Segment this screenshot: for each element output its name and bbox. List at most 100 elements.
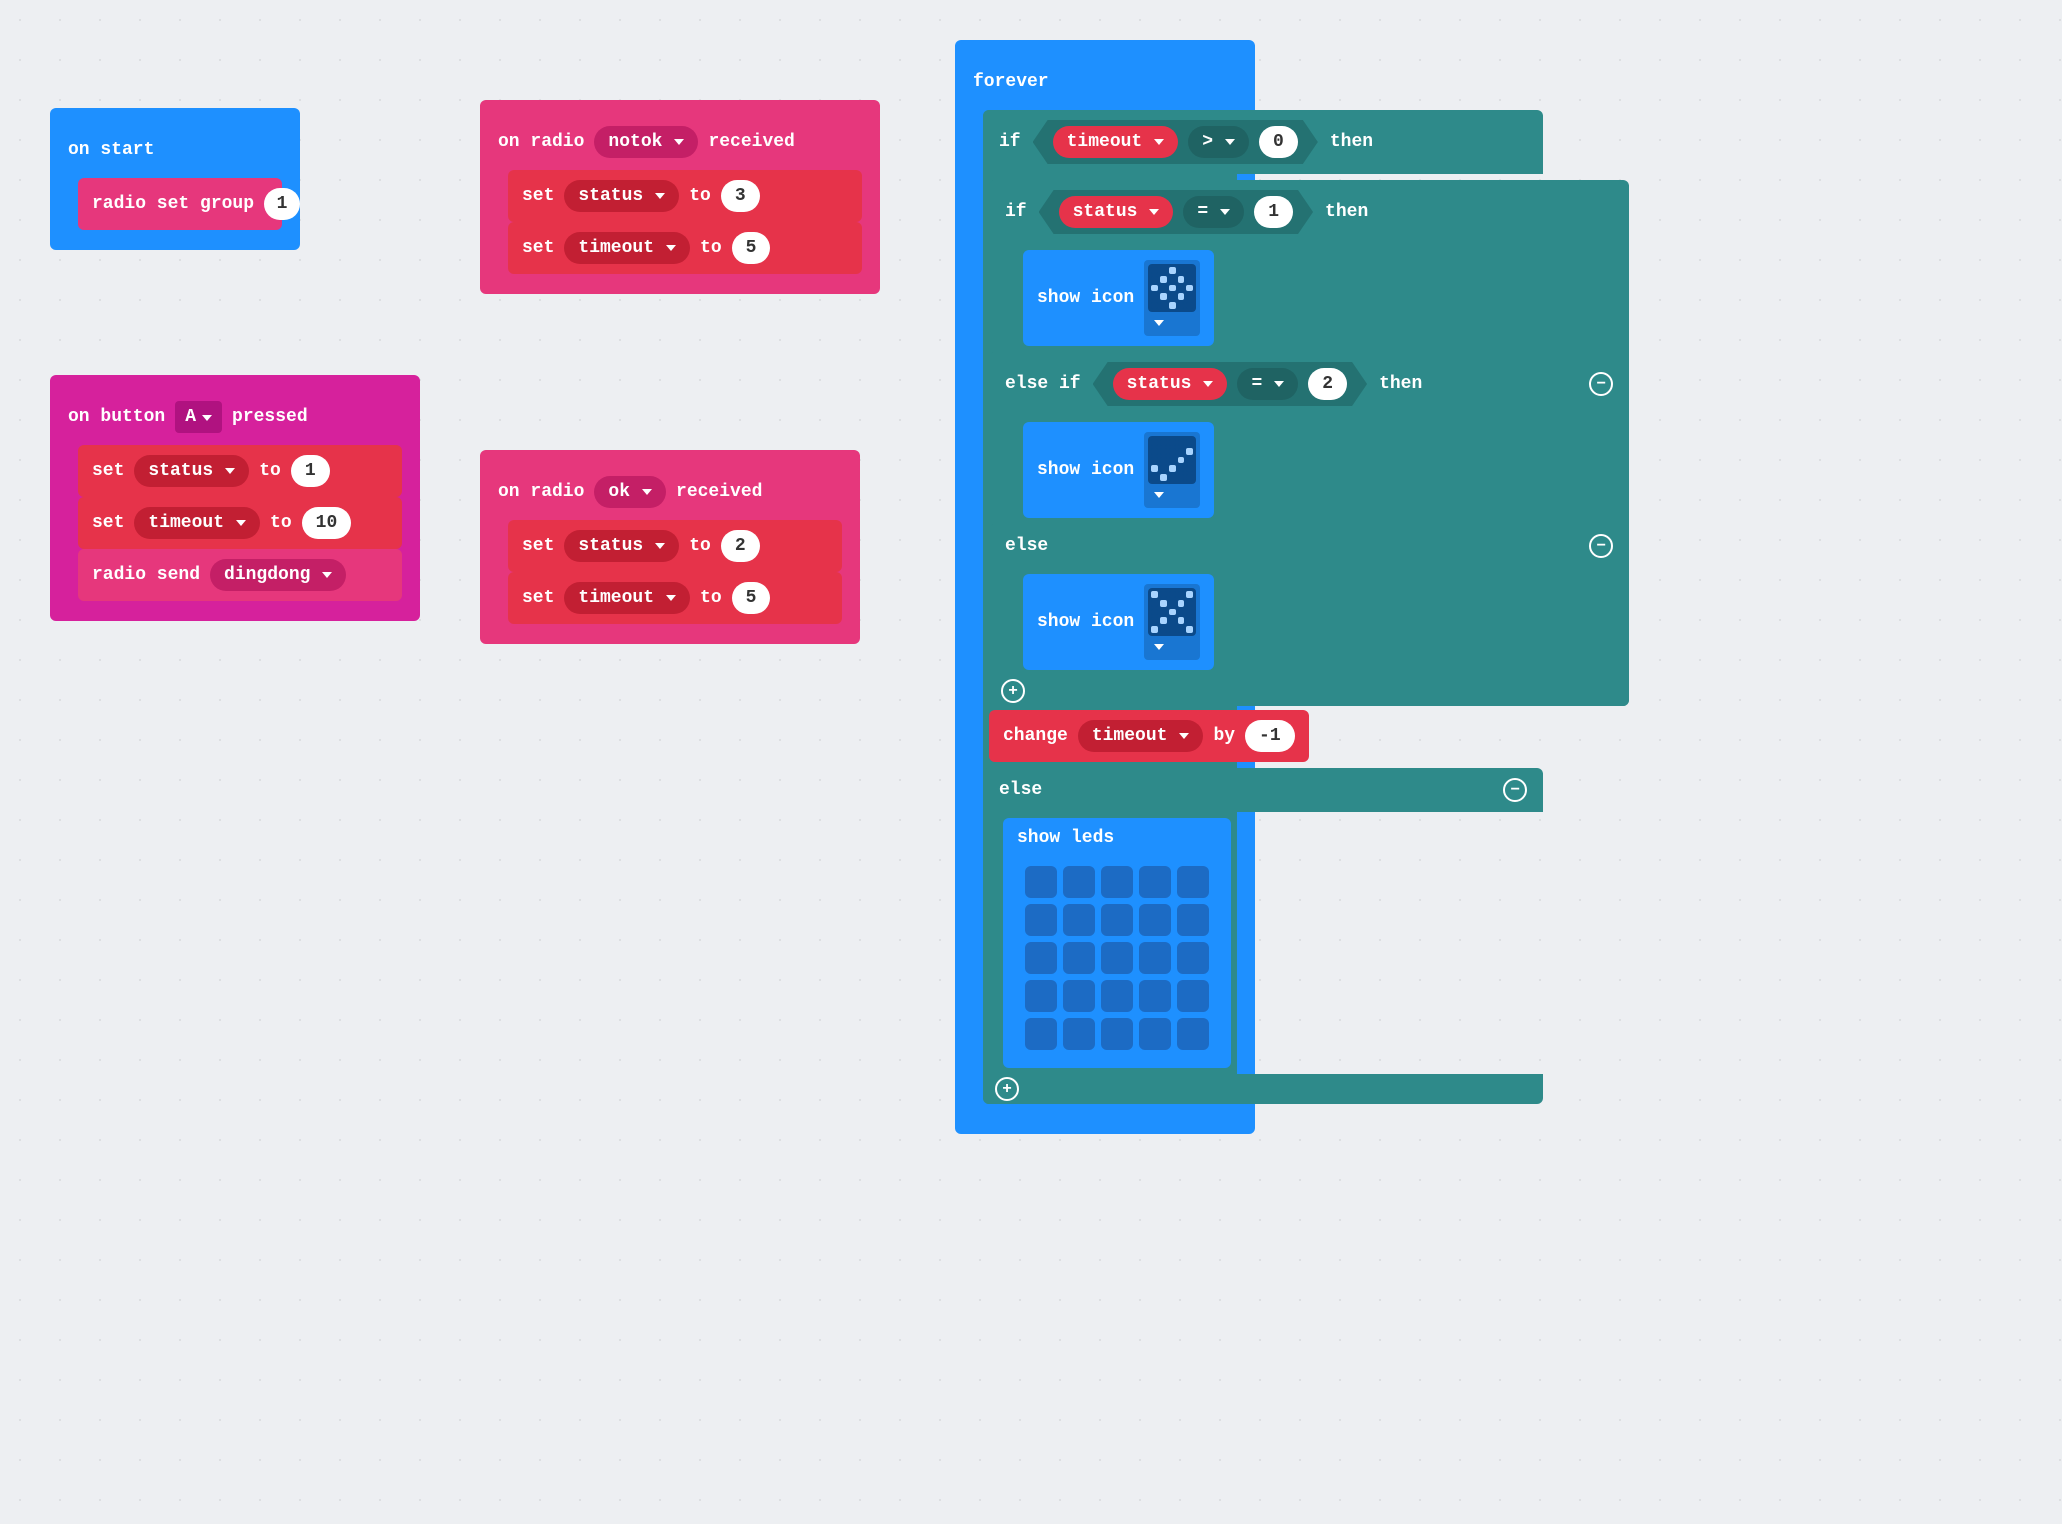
set-lbl-o2: set	[522, 588, 554, 608]
show-icon-lbl-1: show icon	[1037, 288, 1134, 308]
icon-dropdown-1[interactable]	[1144, 260, 1200, 336]
cond-inner-1[interactable]: status = 1	[1039, 190, 1313, 234]
plus-icon[interactable]: +	[1001, 679, 1025, 703]
on-start-label: on start	[68, 140, 154, 160]
if-outer[interactable]: if timeout > 0 then if status =	[983, 110, 1237, 1104]
on-button-block[interactable]: on button A pressed set status to 1 set …	[50, 375, 420, 621]
cond-op-gt[interactable]: >	[1188, 126, 1249, 158]
var-status-dropdown[interactable]: status	[134, 455, 249, 487]
on-radio-ok-block[interactable]: on radio ok received set status to 2 set…	[480, 450, 860, 644]
radio-send-label: radio send	[92, 565, 200, 585]
show-icon-2[interactable]: show icon	[1023, 422, 1214, 518]
icon-dropdown-3[interactable]	[1144, 584, 1200, 660]
radio-send-value[interactable]: dingdong	[210, 559, 346, 591]
cond-val-2[interactable]: 2	[1308, 368, 1347, 400]
val-5b[interactable]: 5	[732, 582, 771, 614]
show-icon-lbl-2: show icon	[1037, 460, 1134, 480]
if-kw: if	[999, 132, 1021, 152]
cond-var-timeout[interactable]: timeout	[1053, 126, 1179, 158]
val-10[interactable]: 10	[302, 507, 352, 539]
radio-set-group-block[interactable]: radio set group 1	[78, 178, 282, 230]
inner-elseif-kw: else if	[1005, 374, 1081, 394]
set-timeout-block[interactable]: set timeout to 10	[78, 497, 402, 549]
var-timeout-dd-o2[interactable]: timeout	[564, 582, 690, 614]
cond-val-1[interactable]: 1	[1254, 196, 1293, 228]
radio-send-block[interactable]: radio send dingdong	[78, 549, 402, 601]
on-button-post: pressed	[232, 407, 308, 427]
to-lbl-n1: to	[689, 186, 711, 206]
set-lbl-n1: set	[522, 186, 554, 206]
change-var[interactable]: timeout	[1078, 720, 1204, 752]
outer-if-footer[interactable]: +	[983, 1074, 1543, 1104]
led-icon-no	[1148, 588, 1196, 636]
inner-then-2: then	[1379, 374, 1422, 394]
cond-outer[interactable]: timeout > 0	[1033, 120, 1318, 164]
set-timeout-5b[interactable]: set timeout to 5	[508, 572, 842, 624]
led-icon-yes	[1148, 436, 1196, 484]
change-val[interactable]: -1	[1245, 720, 1295, 752]
inner-else-header[interactable]: else −	[989, 524, 1629, 568]
inner-if-header[interactable]: if status = 1 then	[989, 180, 1559, 244]
minus-icon-outer[interactable]: −	[1503, 778, 1527, 802]
outer-else-header[interactable]: else −	[983, 768, 1543, 812]
button-dropdown[interactable]: A	[175, 401, 222, 433]
cond-op-eq-2[interactable]: =	[1237, 368, 1298, 400]
on-radio-notok-block[interactable]: on radio notok received set status to 3 …	[480, 100, 880, 294]
set-status-2[interactable]: set status to 2	[508, 520, 842, 572]
set-status-3[interactable]: set status to 3	[508, 170, 862, 222]
on-start-block[interactable]: on start radio set group 1	[50, 108, 300, 250]
to-label: to	[259, 461, 281, 481]
cond-var-status-2[interactable]: status	[1113, 368, 1228, 400]
if-outer-header[interactable]: if timeout > 0 then	[983, 110, 1543, 174]
inner-then-1: then	[1325, 202, 1368, 222]
outer-else-kw: else	[999, 780, 1042, 800]
set-lbl-o1: set	[522, 536, 554, 556]
val-3[interactable]: 3	[721, 180, 760, 212]
val-2[interactable]: 2	[721, 530, 760, 562]
set-label: set	[92, 461, 124, 481]
on-radio-post-2: received	[676, 482, 762, 502]
on-radio-pre-2: on radio	[498, 482, 584, 502]
set-timeout-5a[interactable]: set timeout to 5	[508, 222, 862, 274]
forever-block[interactable]: forever if timeout > 0 then if st	[955, 40, 1255, 1134]
show-icon-1[interactable]: show icon	[1023, 250, 1214, 346]
minus-icon[interactable]: −	[1589, 372, 1613, 396]
cond-var-status-1[interactable]: status	[1059, 196, 1174, 228]
cond-op-eq-1[interactable]: =	[1183, 196, 1244, 228]
cond-inner-2[interactable]: status = 2	[1093, 362, 1367, 406]
var-status-dd-o1[interactable]: status	[564, 530, 679, 562]
var-timeout-dd-n2[interactable]: timeout	[564, 232, 690, 264]
change-timeout[interactable]: change timeout by -1	[989, 710, 1309, 762]
show-icon-lbl-3: show icon	[1037, 612, 1134, 632]
to-lbl-o2: to	[700, 588, 722, 608]
val-1[interactable]: 1	[291, 455, 330, 487]
radio-msg-ok[interactable]: ok	[594, 476, 666, 508]
val-5a[interactable]: 5	[732, 232, 771, 264]
inner-else-kw: else	[1005, 536, 1048, 556]
on-radio-post-1: received	[708, 132, 794, 152]
radio-msg-notok[interactable]: notok	[594, 126, 698, 158]
show-icon-3[interactable]: show icon	[1023, 574, 1214, 670]
minus-icon-2[interactable]: −	[1589, 534, 1613, 558]
forever-label: forever	[973, 72, 1049, 92]
cond-val-0[interactable]: 0	[1259, 126, 1298, 158]
to-lbl-n2: to	[700, 238, 722, 258]
if-inner[interactable]: if status = 1 then show icon	[989, 180, 1629, 706]
inner-if-kw: if	[1005, 202, 1027, 222]
on-button-pre: on button	[68, 407, 165, 427]
led-icon-diamond	[1148, 264, 1196, 312]
inner-elseif-header[interactable]: else if status = 2 then −	[989, 352, 1629, 416]
show-leds-block[interactable]: show leds	[1003, 818, 1231, 1068]
var-timeout-dropdown[interactable]: timeout	[134, 507, 260, 539]
var-status-dd-n1[interactable]: status	[564, 180, 679, 212]
led-grid-blank[interactable]	[1017, 858, 1217, 1058]
change-lbl: change	[1003, 726, 1068, 746]
group-value[interactable]: 1	[264, 188, 300, 220]
plus-icon-outer[interactable]: +	[995, 1077, 1019, 1101]
icon-dropdown-2[interactable]	[1144, 432, 1200, 508]
then-kw: then	[1330, 132, 1373, 152]
inner-if-footer[interactable]: +	[989, 676, 1629, 706]
show-leds-label: show leds	[1017, 828, 1114, 848]
set-status-block[interactable]: set status to 1	[78, 445, 402, 497]
to-label-2: to	[270, 513, 292, 533]
